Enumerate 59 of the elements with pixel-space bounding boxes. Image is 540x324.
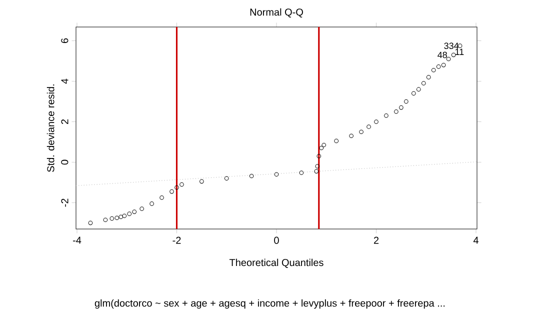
point [118, 214, 124, 220]
point [359, 130, 364, 134]
x-axis-title: Theoretical Quantiles [229, 258, 324, 268]
x-tick-label: 4 [473, 236, 478, 244]
point [122, 214, 127, 218]
point [334, 138, 339, 144]
annotation: 334 [444, 42, 459, 50]
point [110, 216, 114, 221]
x-tick-label: 0 [274, 236, 279, 244]
y-tick-label: 4 [61, 78, 68, 84]
point [319, 146, 324, 150]
point [436, 64, 441, 69]
y-tick-label: 6 [61, 38, 68, 44]
point [140, 206, 144, 211]
point [441, 62, 446, 68]
point [114, 216, 120, 220]
point [404, 99, 408, 104]
point [150, 202, 154, 206]
point [88, 220, 93, 226]
point [200, 179, 204, 184]
point [374, 120, 378, 124]
point [224, 176, 229, 181]
point [314, 169, 319, 174]
point [431, 68, 436, 72]
point [180, 182, 184, 187]
point [394, 109, 398, 114]
text: glm(doctorco ~ sex + age + agesq + income + levyplus + freepoor + freerepa ... [94, 299, 445, 309]
y-axis-title: Std. deviance resid. [46, 84, 54, 172]
point [451, 52, 456, 58]
annotation: 11 [455, 48, 464, 55]
x-tick-label: 2 [374, 236, 379, 244]
point [412, 91, 416, 96]
annotation: 48 [438, 52, 447, 58]
point [426, 75, 431, 80]
chart-title: Normal Q-Q [250, 8, 303, 18]
point [274, 172, 279, 176]
point [322, 142, 326, 148]
point [160, 195, 164, 200]
y-tick-label: 0 [61, 160, 68, 165]
y-tick-label: -2 [61, 198, 68, 207]
point [174, 185, 179, 190]
point [170, 189, 174, 194]
point [421, 81, 426, 86]
point [127, 212, 132, 216]
point [315, 164, 320, 168]
point [249, 174, 254, 178]
point [299, 170, 304, 175]
point [399, 105, 404, 110]
point [349, 134, 354, 138]
point [366, 124, 371, 129]
point [132, 210, 137, 214]
x-tick-label: -4 [72, 236, 82, 244]
point [416, 87, 421, 92]
point [446, 56, 451, 62]
x-tick-label: -2 [172, 236, 181, 244]
point [103, 218, 108, 222]
point [384, 114, 388, 118]
y-tick-label: 2 [61, 119, 68, 124]
point [316, 154, 322, 158]
